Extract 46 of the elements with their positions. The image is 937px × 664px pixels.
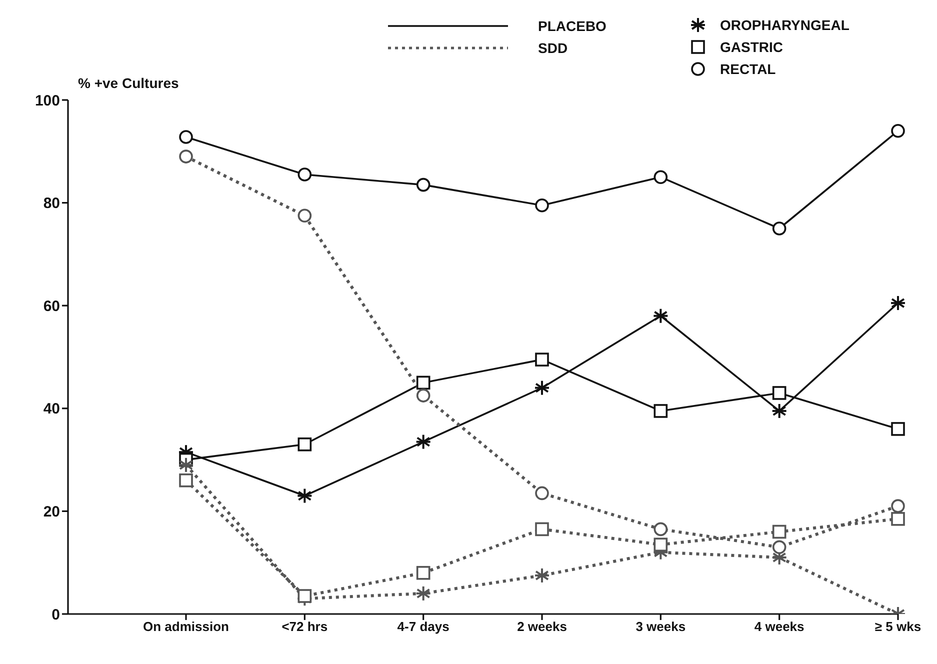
- point: [298, 437, 312, 452]
- point: [654, 538, 668, 552]
- x-tick-label: 4 weeks: [754, 619, 804, 634]
- y-tick-label: 80: [43, 195, 60, 212]
- point: [535, 198, 549, 212]
- point: [298, 208, 312, 223]
- point: [654, 170, 668, 184]
- point: [772, 540, 786, 554]
- x-tick-label: On admission: [143, 619, 230, 634]
- point: [416, 566, 430, 580]
- x-tick-label: 2 weeks: [517, 619, 567, 634]
- point: [298, 168, 312, 182]
- point: [535, 486, 549, 500]
- point: [416, 388, 430, 402]
- point: [891, 124, 905, 138]
- point: [416, 178, 430, 192]
- point: [535, 522, 549, 536]
- point: [416, 376, 430, 390]
- y-tick-label: 60: [43, 298, 60, 315]
- x-tick-label: 4-7 days: [397, 619, 450, 634]
- text: SDD: [538, 40, 568, 56]
- x-tick-label: 3 weeks: [636, 619, 686, 634]
- point: [772, 222, 786, 236]
- point: [179, 150, 193, 164]
- x-tick-label: ≥ 5 wks: [874, 619, 922, 634]
- y-tick-label: 40: [43, 400, 60, 418]
- text: GASTRIC: [720, 39, 783, 55]
- text: OROPHARYNGEAL: [720, 17, 850, 33]
- point: [891, 499, 905, 513]
- point: [891, 512, 905, 526]
- point: [179, 473, 193, 488]
- point: [298, 589, 312, 603]
- point: [179, 130, 193, 144]
- point: [654, 522, 668, 536]
- x-tick-label: <72 hrs: [282, 619, 328, 634]
- point: [772, 386, 786, 400]
- text: PLACEBO: [538, 18, 607, 34]
- point: [891, 422, 905, 436]
- point: [772, 524, 786, 539]
- y-tick-label: 100: [34, 92, 60, 110]
- point: [654, 404, 668, 418]
- y-axis-title: % +ve Cultures: [78, 75, 179, 91]
- y-tick-label: 0: [52, 606, 60, 624]
- text: RECTAL: [720, 61, 776, 77]
- y-tick-label: 20: [43, 504, 60, 521]
- point: [535, 352, 549, 366]
